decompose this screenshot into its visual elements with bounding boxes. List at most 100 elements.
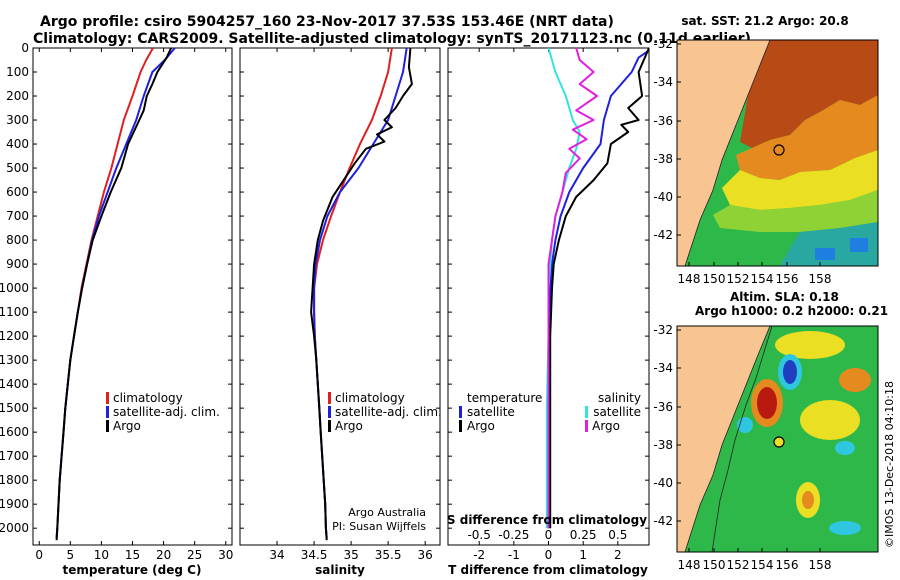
sla-warm-core [757,387,777,419]
salinity-panel [239,47,441,546]
sst-cool-band [780,222,878,266]
map-lat-label: -42 [653,228,673,242]
sla-depth-contour [711,326,773,552]
legend-label-satellite: satellite-adj. clim. [335,405,442,419]
sla-map-title-line1: Altim. SLA: 0.18 [730,290,839,304]
depth-tick-label: 600 [6,185,29,199]
map-lon-label: 152 [727,558,750,572]
x-tick-label: 0 [35,548,43,562]
sst-coastline [684,40,771,266]
legend-swatch-s-argo [585,420,588,432]
sla-yellow-blob [775,331,845,359]
legend-label-satellite: satellite-adj. clim. [113,405,220,419]
legend-swatch-s-satellite [585,406,588,418]
depth-tick-label: 1200 [0,329,29,343]
sla-float-marker [773,436,785,448]
legend-swatch-climatology [328,392,331,404]
depth-tick-label: 2000 [0,521,29,535]
map-lon-label: 154 [751,558,774,572]
salinity-legend: climatology satellite-adj. clim. Argo Ar… [328,391,442,533]
difference-plot: -2 -1 0 1 2 -0.5 -0.25 0 0.25 0.5 [448,47,649,562]
depth-tick-label: 1600 [0,425,29,439]
x-tick-label: 34 [269,548,284,562]
legend-label-s-satellite: satellite [593,405,641,419]
legend-swatch-satellite [328,406,331,418]
depth-tick-label: 1300 [0,353,29,367]
x-tick-label: 36 [418,548,433,562]
legend-title-salinity: salinity [598,391,641,405]
legend-title-temperature: temperature [467,391,542,405]
x-tick-label: 15 [125,548,140,562]
sst-yellow-band [722,150,878,210]
argo-australia-note: Argo Australia [348,506,426,519]
depth-tick-label: 200 [6,89,29,103]
legend-label-argo: Argo [335,419,363,433]
t-difference-axis-label: T difference from climatology [448,563,648,577]
series-line-salinity-argo [547,48,598,529]
x-tick-label: 20 [156,548,171,562]
sla-orange-blob [802,491,814,509]
sst-map-frame [676,39,879,267]
x-tick-label: 34.5 [301,548,328,562]
sst-lightgreen-band [713,190,878,232]
depth-tick-label: 1100 [0,305,29,319]
pi-note: PI: Susan Wijffels [332,520,426,533]
series-line-temperature-argo [549,48,649,529]
s-diff-tick-label: 0.5 [608,528,627,542]
map-lon-label: 156 [776,272,799,286]
x-tick-label: 35 [343,548,358,562]
difference-legend: temperature satellite Argo salinity sate… [459,391,641,433]
sla-cool-patch [835,441,855,455]
temperature-plot: 0 5 10 15 20 25 30 [33,47,233,562]
map-lon-label: 150 [703,272,726,286]
sst-warm-core [740,40,878,148]
depth-tick-label: 700 [6,209,29,223]
s-diff-tick-label: -0.25 [498,528,529,542]
figure-title-line2: Climatology: CARS2009. Satellite-adjuste… [33,31,751,47]
figure-title-line1: Argo profile: csiro 5904257_160 23-Nov-2… [40,14,614,30]
map-lat-label: -32 [653,37,673,51]
map-lat-label: -38 [653,438,673,452]
map-lat-label: -40 [653,190,673,204]
depth-tick-label: 0 [21,41,29,55]
map-lat-label: -38 [653,152,673,166]
map-lon-label: 156 [776,558,799,572]
x-tick-label: 10 [94,548,109,562]
sst-float-marker [773,144,785,156]
temperature-axis-label: temperature (deg C) [63,563,202,577]
depth-tick-label: 800 [6,233,29,247]
sla-cool-core [783,360,797,384]
series-group [545,48,649,529]
x-tick-label: 35.5 [375,548,402,562]
sst-cold-patch [850,238,868,252]
s-diff-tick-label: 0.25 [570,528,597,542]
legend-label-s-argo: Argo [592,419,620,433]
x-tick-label: 30 [218,548,233,562]
x-tick-label: 25 [187,548,202,562]
map-lat-label: -42 [653,514,673,528]
depth-tick-label: 1400 [0,377,29,391]
s-difference-axis-label: S difference from climatology [447,513,647,527]
depth-tick-label: 900 [6,257,29,271]
legend-swatch-satellite [106,406,109,418]
legend-swatch-climatology [106,392,109,404]
depth-tick-label: 1800 [0,473,29,487]
x-tick-label: 2 [614,548,622,562]
depth-tick-label: 100 [6,65,29,79]
depth-tick-label: 500 [6,161,29,175]
map-lon-label: 148 [678,558,701,572]
s-diff-tick-label: 0 [545,528,553,542]
sst-map [677,40,878,266]
series-line-argo [55,48,173,541]
temperature-legend: climatology satellite-adj. clim. Argo [106,391,220,433]
sst-orange-band [736,95,878,180]
series-group [55,48,176,541]
depth-tick-label: 400 [6,137,29,151]
depth-tick-label: 1500 [0,401,29,415]
map-lat-label: -36 [653,400,673,414]
s-diff-tick-label: -0.5 [467,528,490,542]
map-lon-label: 152 [727,272,750,286]
x-tick-label: -2 [473,548,485,562]
legend-label-climatology: climatology [335,391,405,405]
